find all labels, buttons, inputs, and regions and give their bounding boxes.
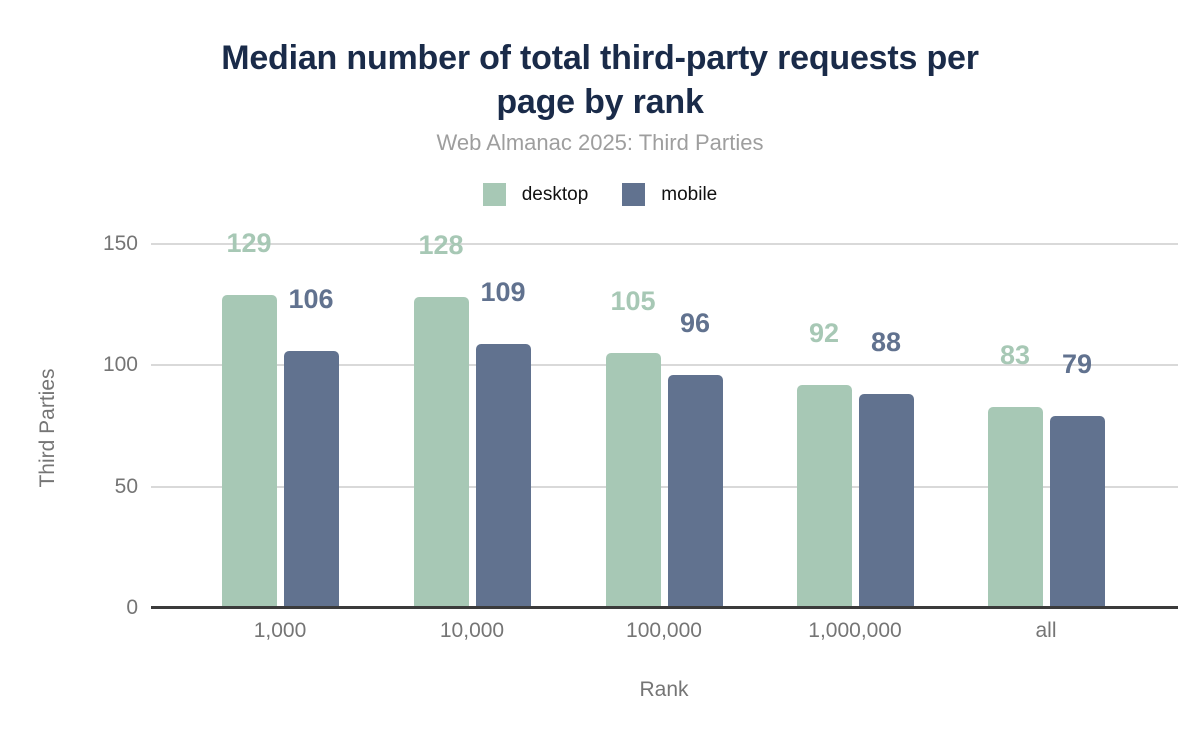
bar-mobile-1000	[283, 350, 339, 608]
bar-desktop-100000	[605, 353, 661, 608]
bar-desktop-10000	[413, 297, 469, 608]
bar-value-label-mobile-100000: 96	[679, 308, 711, 339]
mobile-legend-swatch	[622, 183, 646, 206]
bar-mobile-100000	[667, 375, 723, 608]
bar-value-label-desktop-10000: 128	[418, 230, 464, 261]
gridline-100	[151, 364, 1178, 367]
y-tick-label-100: 100	[102, 353, 138, 377]
bar-value-label-mobile-10000: 109	[480, 276, 526, 307]
chart-subtitle: Web Almanac 2025: Third Parties	[436, 130, 764, 155]
legend-item-mobile: mobile	[622, 183, 717, 206]
bar-mobile-all	[1049, 416, 1105, 608]
bar-value-label-desktop-1000000: 92	[808, 317, 840, 348]
bar-mobile-10000	[475, 343, 531, 608]
bar-value-label-desktop-100000: 105	[610, 286, 656, 317]
chart-title-line1: Median number of total third-party reque…	[221, 39, 979, 77]
bar-desktop-all	[987, 406, 1043, 608]
x-tick-label-10000: 10,000	[439, 619, 505, 642]
legend: desktop mobile	[0, 183, 1200, 206]
gridline-150	[151, 243, 1178, 245]
desktop-legend-swatch	[482, 183, 506, 206]
desktop-legend-label: desktop	[521, 183, 589, 205]
y-tick-label-150: 150	[102, 232, 138, 255]
y-tick-label-50: 50	[114, 474, 138, 498]
x-tick-label-1000000: 1,000,000	[808, 619, 902, 642]
x-axis-line	[151, 606, 1178, 609]
x-tick-label-1000: 1,000	[253, 619, 307, 642]
plot-area: 129 106 128 109 105 96 92 88 83 79	[151, 227, 1178, 609]
x-tick-label-all: all	[1035, 619, 1057, 642]
y-tick-label-0: 0	[126, 596, 138, 619]
chart-title: Median number of total third-party reque…	[0, 36, 1200, 124]
gridline-50	[151, 485, 1178, 488]
y-axis-title: Third Parties	[36, 368, 59, 488]
x-axis-title: Rank	[639, 678, 689, 701]
bar-value-label-desktop-1000: 129	[226, 227, 272, 258]
bar-desktop-1000	[221, 294, 277, 608]
chart-title-line2: page by rank	[496, 83, 704, 121]
bar-value-label-desktop-all: 83	[999, 339, 1031, 370]
bar-mobile-1000000	[858, 394, 914, 608]
bar-value-label-mobile-all: 79	[1061, 349, 1093, 380]
mobile-legend-label: mobile	[661, 183, 718, 205]
bar-value-label-mobile-1000000: 88	[870, 327, 902, 358]
x-tick-label-100000: 100,000	[626, 619, 702, 642]
bar-desktop-1000000	[796, 384, 852, 608]
legend-item-desktop: desktop	[482, 183, 589, 206]
bar-value-label-mobile-1000: 106	[288, 283, 334, 314]
